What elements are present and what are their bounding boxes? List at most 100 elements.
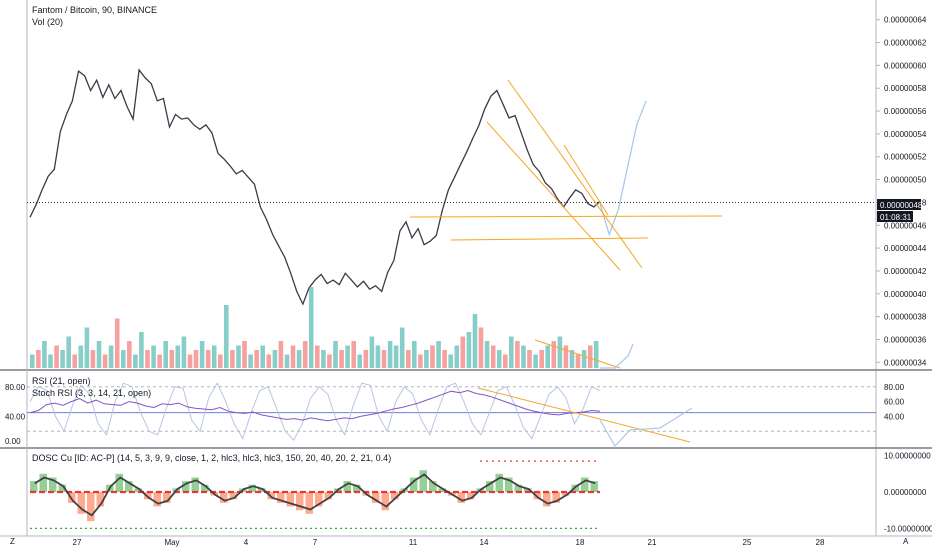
price-tick-label: 0.00000046 bbox=[884, 221, 927, 230]
trendline[interactable] bbox=[450, 237, 649, 241]
volume-bar bbox=[418, 354, 423, 368]
time-tick-label: 14 bbox=[480, 538, 489, 547]
dosc-histogram-bar bbox=[68, 492, 76, 503]
volume-bar bbox=[193, 350, 199, 368]
dosc-histogram-bar bbox=[590, 481, 598, 492]
dosc-histogram-bar bbox=[248, 484, 256, 492]
dosc-histogram-bar bbox=[30, 481, 38, 492]
volume-bar bbox=[121, 350, 126, 368]
rsi-tick-label: 40.00 bbox=[884, 412, 905, 421]
time-axis[interactable]: 27 May 4 7 11 14 18 21 25 28 bbox=[73, 538, 825, 547]
volume-bar bbox=[581, 350, 587, 368]
volume-bar bbox=[551, 341, 557, 368]
trendline[interactable] bbox=[486, 121, 621, 271]
trendline[interactable] bbox=[409, 215, 723, 218]
dosc-tick-label: 0.00000000 bbox=[884, 488, 927, 497]
price-tick-label: 0.00000044 bbox=[884, 244, 927, 253]
dosc-histogram-bar bbox=[115, 473, 123, 492]
dosc-tick-label: 10.00000000 bbox=[884, 452, 931, 461]
volume-bar bbox=[587, 345, 593, 368]
dosc-histogram-bar bbox=[324, 492, 332, 500]
trendline[interactable] bbox=[507, 79, 643, 269]
dosc-histogram-bar bbox=[543, 492, 551, 507]
dosc-histogram-bar bbox=[391, 492, 399, 500]
trendline[interactable] bbox=[563, 144, 609, 216]
dosc-histogram-bar bbox=[182, 481, 190, 492]
volume-bar bbox=[296, 350, 302, 368]
volume-bar bbox=[48, 354, 53, 368]
dosc-histogram-bar bbox=[201, 484, 209, 492]
time-tick-label: May bbox=[164, 538, 179, 547]
volume-bar bbox=[36, 350, 41, 368]
volume-bar bbox=[430, 345, 435, 368]
dosc-histogram-bar bbox=[49, 477, 57, 492]
volume-bar bbox=[139, 332, 144, 368]
volume-bar bbox=[557, 336, 563, 368]
dosc-histogram-bar bbox=[258, 488, 266, 492]
time-tick-label: 7 bbox=[313, 538, 318, 547]
dosc-signal-line[interactable] bbox=[34, 473, 596, 517]
volume-bar bbox=[569, 350, 575, 368]
volume-bar bbox=[230, 350, 235, 368]
price-pane[interactable] bbox=[27, 68, 876, 306]
volume-bar bbox=[236, 345, 241, 368]
volume-bar bbox=[357, 354, 362, 368]
price-tick-label: 0.00000058 bbox=[884, 84, 927, 93]
volume-bar bbox=[333, 341, 338, 368]
time-tick-label: 21 bbox=[648, 538, 657, 547]
time-tick-label: 27 bbox=[73, 538, 82, 547]
dosc-histogram-bar bbox=[372, 492, 380, 503]
dosc-histogram-bar bbox=[134, 488, 142, 492]
volume-bar bbox=[78, 345, 84, 368]
dosc-histogram-bar bbox=[96, 492, 104, 507]
volume-bar bbox=[96, 341, 102, 368]
rsi-pane[interactable]: 80.00 60.00 40.00 80.00 40.00 0.00 bbox=[5, 382, 905, 448]
timezone-button[interactable]: Z bbox=[10, 537, 15, 546]
volume-bar bbox=[315, 345, 320, 368]
volume-bar bbox=[424, 350, 429, 368]
volume-bar bbox=[436, 341, 441, 368]
price-tick-label: 0.00000056 bbox=[884, 107, 927, 116]
volume-bar bbox=[169, 350, 175, 368]
price-tick-label: 0.00000052 bbox=[884, 153, 927, 162]
volume-bar bbox=[466, 332, 472, 368]
volume-bar bbox=[399, 327, 405, 368]
dosc-label: DOSC Cu [ID: AC-P] (14, 5, 3, 9, 9, clos… bbox=[32, 453, 391, 463]
volume-bar bbox=[127, 341, 132, 368]
price-line[interactable] bbox=[29, 68, 601, 306]
volume-pane bbox=[30, 287, 634, 369]
dosc-histogram-bar bbox=[457, 492, 465, 503]
last-price-tag bbox=[877, 199, 921, 210]
volume-bar bbox=[242, 341, 247, 368]
volume-bar bbox=[412, 341, 417, 368]
rsi-trendline[interactable] bbox=[477, 387, 691, 443]
rsi-tick-label: 60.00 bbox=[884, 398, 905, 407]
volume-bar bbox=[72, 354, 77, 368]
volume-bar bbox=[290, 345, 296, 368]
volume-trendline bbox=[534, 339, 621, 369]
rsi-left-tick-label: 80.00 bbox=[5, 383, 26, 392]
volume-bar bbox=[211, 345, 217, 368]
volume-bar bbox=[484, 341, 490, 368]
price-tick-label: 0.00000054 bbox=[884, 130, 927, 139]
price-tick-label: 0.00000040 bbox=[884, 290, 927, 299]
volume-bar bbox=[90, 350, 96, 368]
projection-line[interactable] bbox=[599, 100, 647, 237]
volume-bar bbox=[145, 350, 150, 368]
volume-bar bbox=[199, 341, 205, 368]
volume-bar bbox=[369, 336, 375, 368]
rsi-line[interactable] bbox=[29, 389, 601, 422]
dosc-histogram-bar bbox=[39, 473, 47, 492]
stoch-rsi-line[interactable] bbox=[29, 382, 601, 441]
auto-scale-button[interactable]: A bbox=[903, 537, 909, 546]
dosc-histogram-bar bbox=[353, 484, 361, 492]
dosc-pane[interactable]: 10.00000000 0.00000000 -10.00000000 bbox=[30, 452, 932, 534]
dosc-histogram-bar bbox=[581, 477, 589, 492]
volume-bar bbox=[248, 354, 253, 368]
dosc-histogram-bar bbox=[524, 488, 532, 492]
volume-bar bbox=[266, 354, 272, 368]
dosc-histogram-bar bbox=[305, 492, 313, 514]
volume-bar bbox=[351, 341, 356, 368]
